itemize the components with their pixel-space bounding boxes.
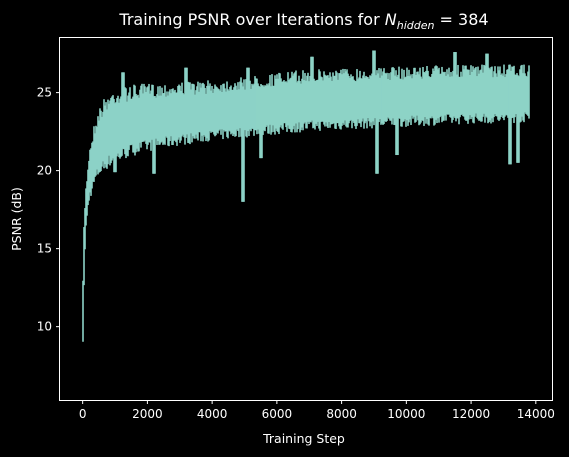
plot-area — [82, 50, 530, 342]
y-tick-label: 20 — [37, 164, 52, 178]
chart-title-subscript: hidden — [397, 19, 435, 32]
x-tick-label: 4000 — [197, 407, 228, 421]
axes-frame — [59, 37, 553, 401]
x-tick-label: 6000 — [262, 407, 293, 421]
x-tick-label: 8000 — [326, 407, 357, 421]
x-tick-label: 2000 — [132, 407, 163, 421]
x-tick-label: 14000 — [517, 407, 555, 421]
chart-title-symbol: N — [385, 10, 397, 29]
y-axis-label: PSNR (dB) — [9, 187, 24, 251]
x-axis-label: Training Step — [262, 431, 345, 446]
y-tick-label: 10 — [37, 320, 52, 334]
x-tick-label: 10000 — [387, 407, 425, 421]
y-tick-label: 25 — [37, 86, 52, 100]
psnr-series — [82, 50, 530, 342]
x-tick-label: 12000 — [452, 407, 490, 421]
chart-title-prefix: Training PSNR over Iterations for — [118, 10, 384, 29]
y-tick-label: 15 — [37, 242, 52, 256]
chart-title: Training PSNR over Iterations for Nhidde… — [118, 10, 488, 32]
x-tick-label: 0 — [79, 407, 87, 421]
chart-title-suffix: = 384 — [434, 10, 488, 29]
